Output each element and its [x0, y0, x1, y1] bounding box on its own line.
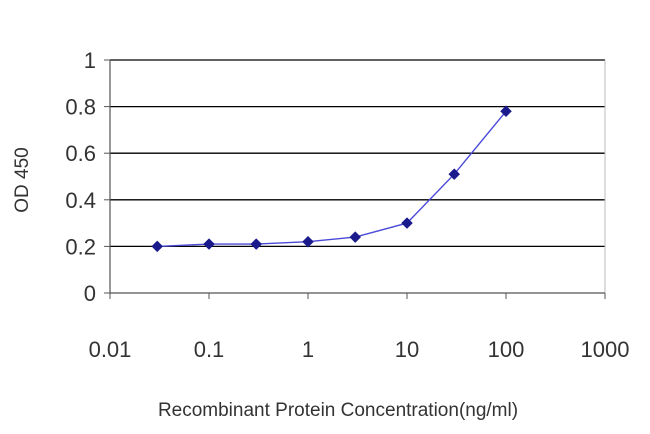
- data-point-2: [250, 238, 263, 250]
- x-tick-label: 100: [488, 337, 525, 362]
- series-line-0: [157, 110, 507, 248]
- x-tick-label: 0.1: [194, 337, 225, 362]
- x-tick-label: 1: [302, 337, 314, 362]
- axes: [104, 59, 606, 299]
- y-tick-label: 0.6: [65, 141, 96, 166]
- data-point-7: [500, 105, 512, 118]
- y-tick-label: 0.8: [65, 95, 96, 120]
- x-axis-title: Recombinant Protein Concentration(ng/ml): [158, 400, 518, 421]
- data-point-5: [401, 217, 413, 229]
- y-tick-label: 0: [84, 281, 96, 306]
- x-tick-label: 0.01: [89, 337, 132, 362]
- grid-lines: [110, 59, 605, 248]
- y-tick-label: 1: [84, 48, 96, 73]
- y-axis-title: OD 450: [12, 147, 33, 212]
- x-tick-label: 10: [395, 337, 419, 362]
- y-tick-labels: 0 0.2 0.4 0.6 0.8 1: [65, 48, 96, 306]
- data-point-4: [349, 231, 362, 243]
- data-point-6: [448, 168, 461, 181]
- series: [151, 105, 512, 253]
- data-point-1: [203, 238, 215, 250]
- y-tick-label: 0.4: [65, 188, 96, 213]
- x-tick-label: 1000: [581, 337, 630, 362]
- x-tick-labels: 0.01 0.1 1 10 100 1000: [89, 337, 630, 362]
- y-tick-label: 0.2: [65, 234, 96, 259]
- data-point-0: [151, 240, 164, 253]
- data-point-3: [302, 235, 314, 248]
